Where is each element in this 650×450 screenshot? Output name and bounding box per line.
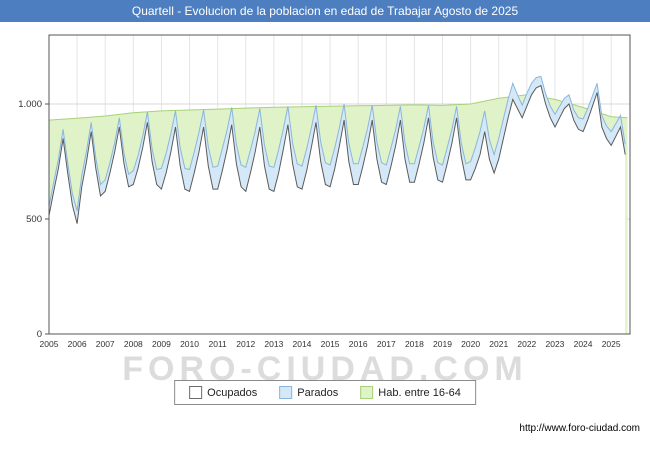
legend-label-parados: Parados bbox=[297, 386, 339, 399]
x-axis-label: 2023 bbox=[545, 339, 564, 349]
x-axis-label: 2012 bbox=[236, 339, 255, 349]
legend-swatch-ocupados bbox=[189, 386, 203, 399]
y-axis-label: 500 bbox=[26, 214, 42, 225]
chart-plot: 0 500 1.000 2005 2006 2007 2008 2009 2010 2011 201… bbox=[18, 34, 631, 349]
x-axis-label: 2011 bbox=[209, 339, 228, 349]
x-axis-label: 2009 bbox=[152, 339, 171, 349]
series-ocupados-line bbox=[48, 84, 626, 224]
legend-swatch-parados bbox=[279, 386, 293, 399]
x-axis-label: 2020 bbox=[461, 339, 480, 349]
legend-label-ocupados: Ocupados bbox=[207, 386, 258, 399]
legend-swatch-hab-16-64 bbox=[360, 386, 374, 399]
x-axis-label: 2013 bbox=[264, 339, 283, 349]
plot-border bbox=[48, 34, 631, 335]
x-axis-label: 2006 bbox=[68, 339, 87, 349]
x-axis-label: 2021 bbox=[489, 339, 508, 349]
legend-item-ocupados: Ocupados bbox=[189, 386, 257, 399]
legend-item-parados: Parados bbox=[279, 386, 338, 399]
series-ocupados-area bbox=[49, 85, 626, 334]
x-axis-label: 2019 bbox=[433, 339, 452, 349]
x-axis-label: 2005 bbox=[40, 339, 59, 349]
legend-item-hab-16-64: Hab. entre 16-64 bbox=[360, 386, 461, 399]
x-axis-label: 2008 bbox=[124, 339, 143, 349]
chart-title-bar: Quartell - Evolucion de la poblacion en … bbox=[0, 0, 650, 22]
chart-title: Quartell - Evolucion de la poblacion en … bbox=[131, 4, 519, 18]
x-axis-label: 2025 bbox=[602, 339, 621, 349]
x-axis-label: 2018 bbox=[405, 339, 424, 349]
x-axis-label: 2017 bbox=[377, 339, 396, 349]
x-axis-label: 2015 bbox=[321, 339, 340, 349]
y-axis-label: 0 bbox=[37, 329, 42, 340]
x-axis-label: 2016 bbox=[349, 339, 368, 349]
legend-label-hab-16-64: Hab. entre 16-64 bbox=[378, 386, 461, 399]
x-axis-label: 2007 bbox=[96, 339, 115, 349]
x-axis-label: 2022 bbox=[517, 339, 536, 349]
y-axis-label: 1.000 bbox=[18, 99, 42, 110]
footer-url-link[interactable]: http://www.foro-ciudad.com bbox=[519, 423, 640, 434]
x-axis-label: 2014 bbox=[293, 339, 312, 349]
x-axis-label: 2010 bbox=[180, 339, 199, 349]
series-parados-line bbox=[48, 75, 626, 212]
x-axis-label: 2024 bbox=[574, 339, 593, 349]
chart-legend: Ocupados Parados Hab. entre 16-64 bbox=[174, 380, 476, 405]
